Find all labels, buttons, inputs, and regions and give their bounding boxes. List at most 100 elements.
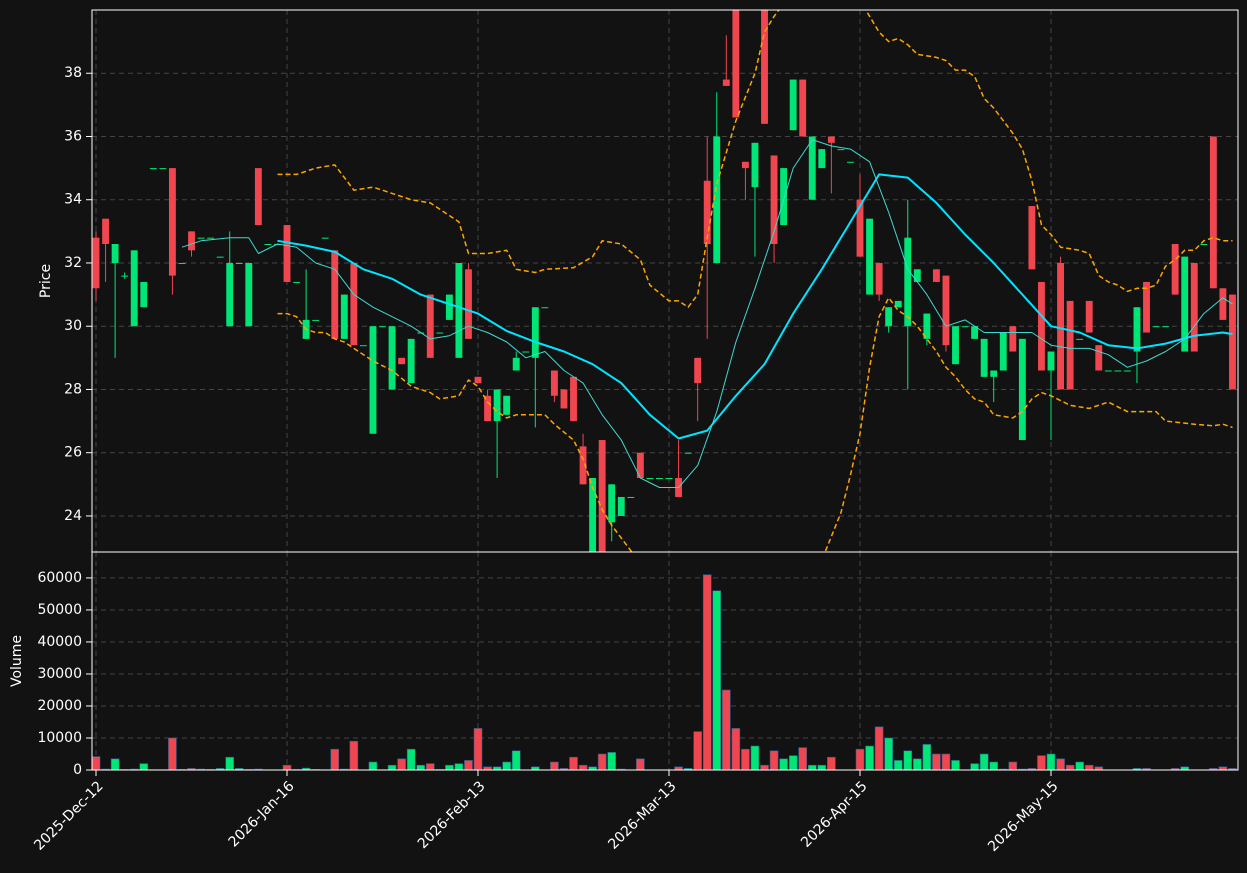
candle-body xyxy=(980,338,988,377)
candle-body xyxy=(1066,300,1074,390)
candle-body xyxy=(1123,370,1131,372)
volume-bar xyxy=(903,750,913,770)
volume-bar xyxy=(1056,758,1065,770)
candle-body xyxy=(1104,370,1112,372)
candle-body xyxy=(560,389,568,409)
volume-bar xyxy=(578,764,588,770)
candle-body xyxy=(465,269,472,339)
volume-bar xyxy=(702,574,712,770)
candle-body xyxy=(550,370,558,396)
y-tick-label: 30 xyxy=(64,318,82,334)
volume-bar xyxy=(1037,755,1046,770)
volume-bar xyxy=(187,768,196,770)
volume-bar xyxy=(912,758,922,770)
volume-bar xyxy=(683,768,693,770)
volume-bar xyxy=(741,748,750,770)
candle-body xyxy=(799,79,807,137)
candle-body xyxy=(1209,136,1217,289)
candle-body xyxy=(455,262,463,358)
candle-body xyxy=(1028,206,1036,270)
volume-bar xyxy=(1046,753,1056,770)
candle-body xyxy=(875,262,883,295)
candle-body xyxy=(512,357,520,371)
indicator-line xyxy=(277,297,1233,552)
volume-bar xyxy=(330,748,340,770)
candle-body xyxy=(837,149,845,151)
candle-body xyxy=(111,244,119,263)
candle-body xyxy=(92,237,100,289)
candle-body xyxy=(932,269,940,282)
candle-body xyxy=(178,262,186,264)
volume-bar xyxy=(139,763,149,770)
volume-bar xyxy=(827,756,836,770)
candle-body xyxy=(617,496,625,516)
volume-bar xyxy=(951,760,960,770)
candle-body xyxy=(245,262,253,327)
y-tick-label: 50000 xyxy=(37,602,82,618)
candle-body xyxy=(445,294,453,320)
candle-body xyxy=(608,484,616,523)
y-tick-label: 0 xyxy=(73,762,82,778)
candle-body xyxy=(474,376,482,384)
candle-body xyxy=(102,218,109,245)
candle-body xyxy=(694,357,702,384)
candle-body xyxy=(904,237,912,327)
candle-body xyxy=(283,225,291,282)
volume-bar xyxy=(807,764,817,770)
volume-bar xyxy=(464,760,473,770)
candle-body xyxy=(426,294,434,358)
volume-bar xyxy=(721,689,731,770)
candle-body xyxy=(321,237,329,239)
candle-body xyxy=(789,79,797,131)
y-tick-label: 40000 xyxy=(37,634,82,650)
candle-body xyxy=(1057,262,1064,390)
candle-body xyxy=(1047,351,1055,371)
volume-bar xyxy=(1170,768,1180,770)
candle-body xyxy=(570,376,577,422)
candle-body xyxy=(121,275,129,277)
volume-bar xyxy=(1228,768,1237,770)
candle-body xyxy=(885,307,893,327)
candle-body xyxy=(703,180,711,245)
volume-bar xyxy=(769,750,779,770)
volume-bar xyxy=(234,768,244,770)
volume-bar xyxy=(569,756,578,770)
volume-bar xyxy=(1084,764,1094,770)
candle-body xyxy=(541,307,549,309)
candle-body xyxy=(1114,370,1122,372)
volume-bar xyxy=(1218,766,1228,770)
y-tick-label: 60000 xyxy=(37,570,82,586)
volume-bar xyxy=(893,760,903,770)
volume-bar xyxy=(368,761,378,770)
candle-body xyxy=(226,262,234,327)
candle-body xyxy=(1219,288,1227,320)
candle-body xyxy=(913,269,921,282)
candle-body xyxy=(990,370,998,377)
y-tick-label: 30000 xyxy=(37,666,82,682)
y-tick-label: 36 xyxy=(64,128,82,144)
volume-bar xyxy=(387,764,397,770)
volume-bar xyxy=(1180,766,1190,770)
y-tick-label: 24 xyxy=(64,508,82,524)
candle-body xyxy=(1095,345,1103,371)
volume-bar xyxy=(788,755,798,770)
volume-bar xyxy=(874,726,884,770)
plot-area xyxy=(92,10,1236,552)
volume-bar xyxy=(750,745,760,770)
volume-bar xyxy=(1075,761,1084,770)
candle-body xyxy=(713,136,721,263)
candle-body xyxy=(312,319,320,321)
candle-body xyxy=(159,168,167,170)
candle-body xyxy=(1009,326,1017,352)
volume-bar xyxy=(215,768,225,770)
candle-body xyxy=(579,446,587,485)
candle-body xyxy=(531,307,539,358)
candle-body xyxy=(942,275,950,346)
candle-body xyxy=(722,79,730,86)
candle-body xyxy=(656,478,663,480)
candle-body xyxy=(522,351,530,353)
candle-body xyxy=(866,218,873,295)
volume-bar xyxy=(817,764,827,770)
volume-bar xyxy=(445,764,454,770)
candle-body xyxy=(761,10,768,124)
